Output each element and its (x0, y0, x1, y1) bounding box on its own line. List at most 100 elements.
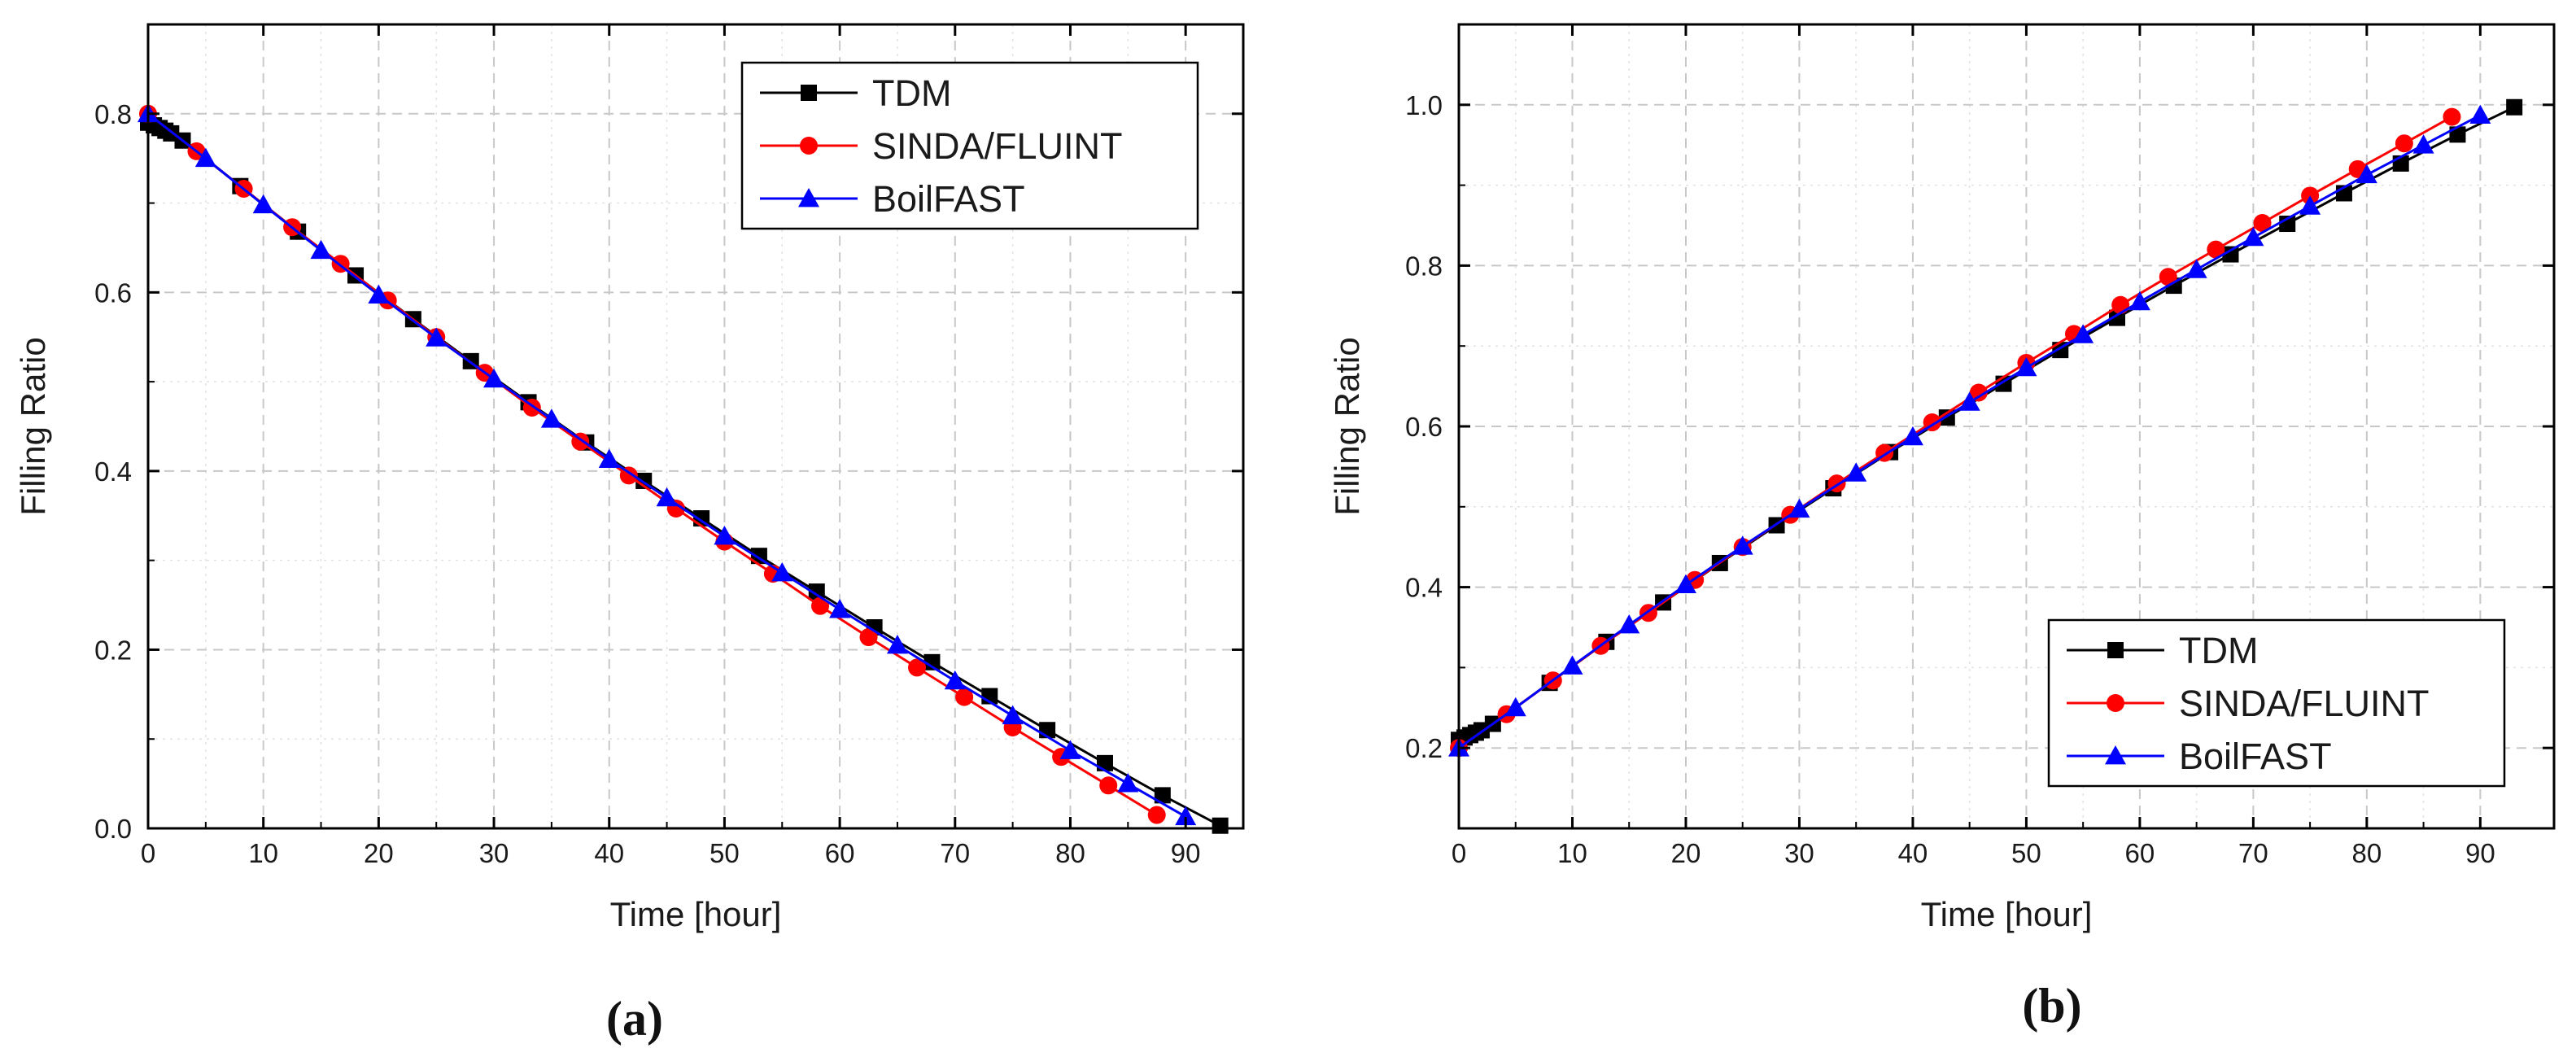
y-tick-label: 0.2 (1405, 733, 1443, 763)
y-axis-title: Filling Ratio (14, 337, 52, 515)
x-tick-label: 80 (1055, 838, 1085, 868)
data-point (1096, 754, 1113, 771)
data-point (811, 596, 830, 615)
data-point (1147, 806, 1166, 824)
data-point (1901, 426, 1923, 446)
data-point (1504, 697, 1526, 717)
data-point (2207, 240, 2225, 259)
data-point (1788, 498, 1810, 518)
panel-label: (a) (606, 992, 663, 1046)
data-point (1731, 535, 1753, 555)
legend-label: TDM (872, 72, 951, 114)
x-axis-title: Time [hour] (1921, 895, 2093, 933)
x-tick-label: 90 (1171, 838, 1201, 868)
x-tick-label: 30 (479, 838, 509, 868)
y-axis-title: Filling Ratio (1328, 337, 1366, 515)
y-tick-label: 0.8 (1405, 251, 1443, 281)
data-point (1618, 614, 1640, 634)
legend-marker (2107, 642, 2124, 658)
data-point (2253, 214, 2272, 233)
x-tick-label: 60 (825, 838, 855, 868)
data-point (886, 634, 908, 654)
legend-label: TDM (2179, 630, 2258, 671)
data-point (1099, 776, 1118, 795)
data-point (1212, 817, 1229, 834)
data-point (2356, 164, 2377, 184)
data-point (1154, 787, 1171, 804)
x-tick-label: 90 (2465, 838, 2495, 868)
data-point (908, 658, 927, 677)
data-point (656, 487, 678, 507)
data-point (310, 239, 332, 260)
legend: TDM SINDA/FLUINT BoilFAST (2047, 618, 2506, 788)
data-point (859, 628, 878, 647)
data-point (483, 368, 505, 388)
y-tick-label: 1.0 (1405, 90, 1443, 120)
x-tick-label: 40 (594, 838, 624, 868)
data-point (714, 526, 736, 545)
data-point (252, 194, 274, 214)
y-tick-label: 0.4 (1405, 573, 1443, 603)
data-point (598, 448, 620, 469)
legend: TDM SINDA/FLUINT BoilFAST (740, 61, 1199, 230)
x-tick-label: 40 (1898, 838, 1928, 868)
data-point (1059, 740, 1081, 759)
legend-marker (2107, 694, 2124, 712)
chart-panel-b: 0 10 20 30 40 50 60 70 80 90 0.2 0.4 0.6 0.8 1.0 Time [… (1328, 23, 2556, 1033)
data-point (2128, 290, 2150, 311)
data-point (1175, 806, 1197, 826)
data-point (1845, 462, 1867, 482)
legend-marker (800, 137, 818, 155)
data-point (771, 562, 793, 582)
y-tick-label: 0.6 (1405, 412, 1443, 442)
legend-label: BoilFAST (2179, 736, 2332, 777)
data-point (923, 653, 941, 670)
data-point (2299, 195, 2321, 215)
data-point (2185, 259, 2207, 278)
legend-marker (2105, 745, 2126, 765)
x-tick-label: 50 (709, 838, 740, 868)
data-point (1969, 383, 1988, 402)
x-tick-label: 70 (2238, 838, 2268, 868)
x-tick-label: 10 (248, 838, 278, 868)
data-point (426, 327, 448, 347)
x-tick-label: 20 (364, 838, 394, 868)
data-point (829, 599, 851, 618)
data-point (1561, 655, 1583, 675)
data-point (2222, 246, 2239, 263)
data-point (1002, 705, 1024, 725)
data-point (2015, 356, 2037, 377)
x-tick-label: 0 (1452, 838, 1466, 868)
data-point (368, 284, 390, 304)
legend-label: SINDA/FLUINT (2179, 683, 2430, 724)
x-tick-label: 30 (1784, 838, 1814, 868)
x-tick-label: 20 (1671, 838, 1701, 868)
data-point (2506, 98, 2523, 116)
data-point (2072, 324, 2094, 343)
x-tick-label: 0 (141, 838, 155, 868)
y-tick-label: 0.0 (94, 814, 132, 844)
x-tick-label: 50 (2011, 838, 2041, 868)
x-tick-label: 80 (2351, 838, 2382, 868)
data-point (2412, 134, 2434, 154)
data-point (808, 583, 825, 601)
chart-panel-a: 0 10 20 30 40 50 60 70 80 90 0.0 0.2 0.4 0.6 0.8 Time [… (14, 23, 1245, 1046)
legend-label: SINDA/FLUINT (872, 125, 1123, 167)
data-point (944, 670, 966, 690)
data-point (1958, 391, 1980, 411)
y-tick-label: 0.2 (94, 635, 132, 665)
plot-frame (146, 23, 1245, 830)
x-tick-label: 10 (1557, 838, 1587, 868)
legend-marker (798, 188, 819, 207)
x-axis-title: Time [hour] (610, 895, 782, 933)
data-point (2395, 134, 2413, 153)
legend-marker (801, 85, 817, 101)
data-point (2469, 104, 2491, 124)
data-point (955, 688, 974, 706)
x-tick-label: 60 (2125, 838, 2155, 868)
data-point (619, 466, 638, 485)
x-tick-label: 70 (940, 838, 970, 868)
data-point (2159, 268, 2177, 286)
data-point (1117, 773, 1139, 793)
